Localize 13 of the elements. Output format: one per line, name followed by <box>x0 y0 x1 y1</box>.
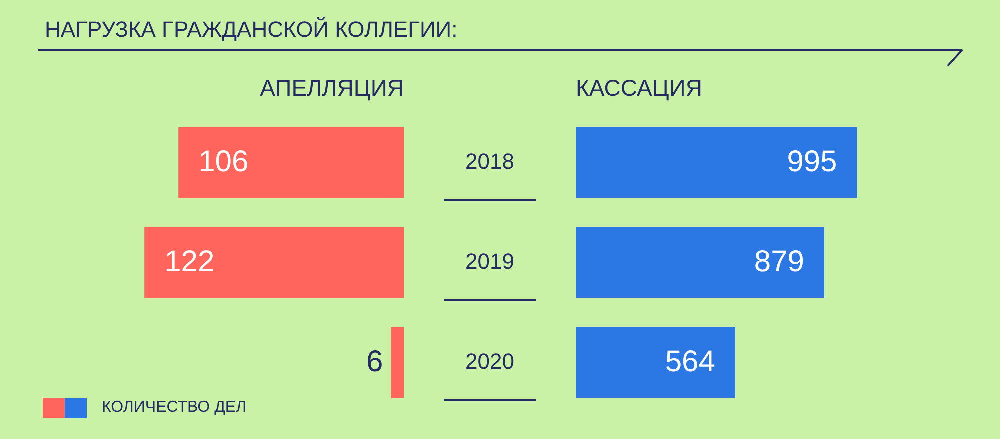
data-label: 995 <box>787 145 838 178</box>
data-label: 564 <box>665 345 716 378</box>
legend-label: КОЛИЧЕСТВО ДЕЛ <box>102 399 247 417</box>
chart-subtitle: АПЕЛЛЯЦИЯ <box>260 75 404 102</box>
y-tick-label: 2018 <box>466 149 514 174</box>
data-label: 106 <box>198 145 249 178</box>
chart-subtitle: КАССАЦИЯ <box>576 75 702 102</box>
data-label: 879 <box>754 245 804 278</box>
chart-title: НАГРУЗКА ГРАЖДАНСКОЙ КОЛЛЕГИИ: <box>45 17 458 43</box>
data-label: 122 <box>164 245 215 278</box>
y-tick-label: 2019 <box>466 249 514 274</box>
data-label: 6 <box>366 345 384 378</box>
y-tick-label: 2020 <box>466 349 514 374</box>
